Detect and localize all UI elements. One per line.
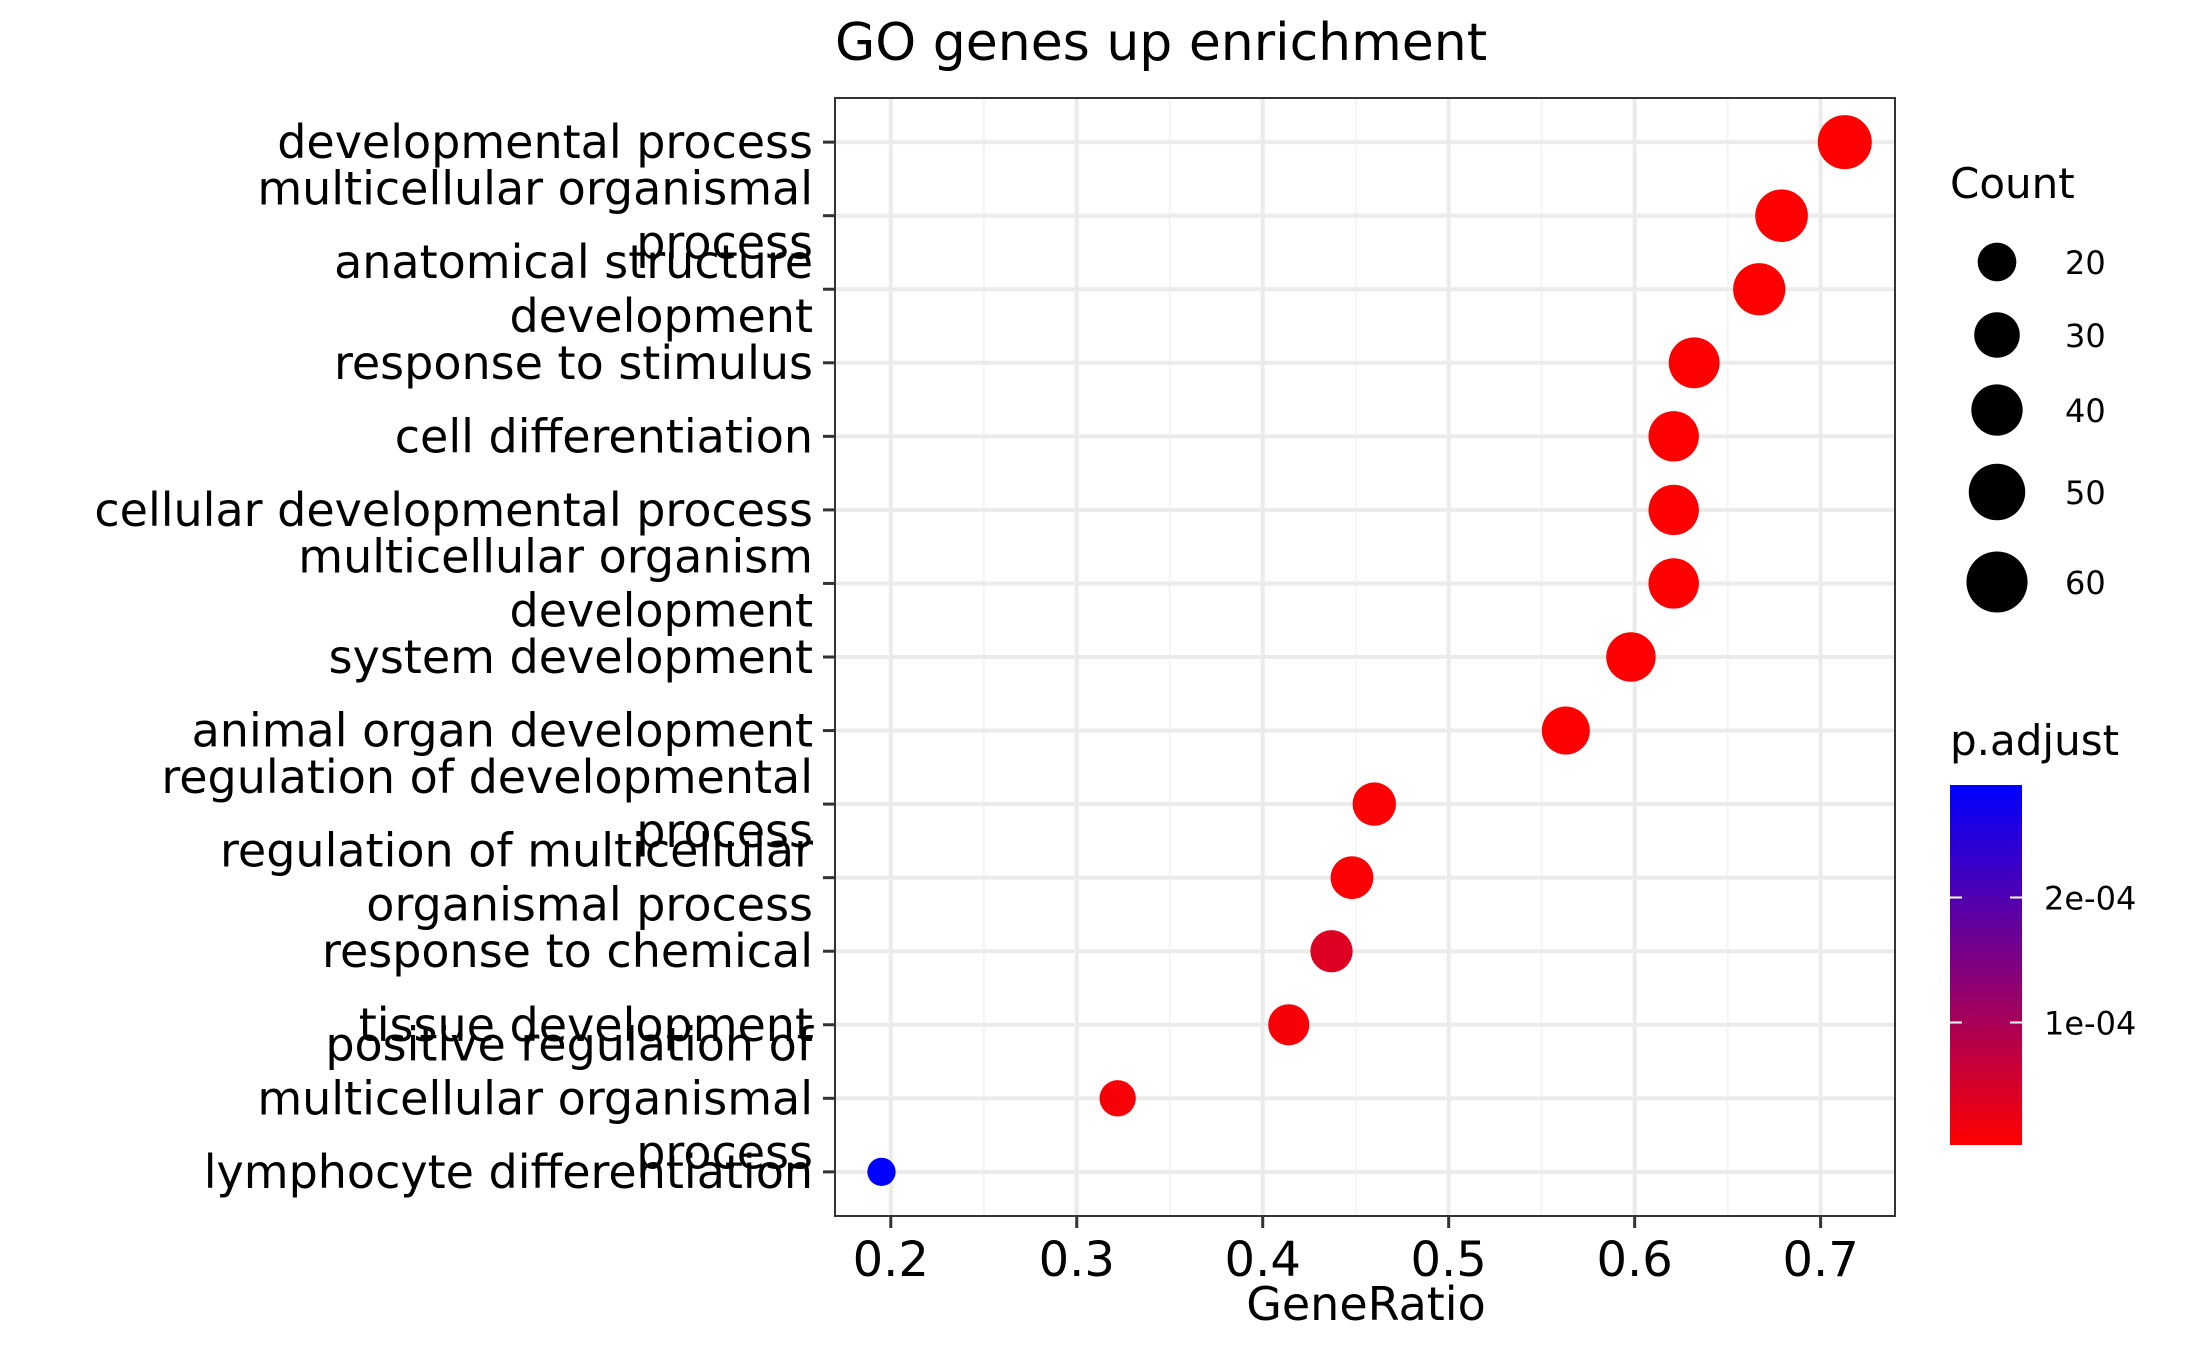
y-tick-label: process [636,804,813,858]
data-point [1648,484,1699,536]
data-point [867,1157,896,1187]
count-legend-key [1977,242,2017,282]
p-adjust-legend: p.adjust 2e-04 1e-04 [1950,716,2136,1145]
data-point [1817,115,1872,170]
y-tick-label: development [510,289,813,343]
count-legend: Count 20 30 40 50 60 [1950,159,2106,613]
data-point [1668,337,1720,389]
y-tick-label: development [510,583,813,637]
y-tick-label: regulation of multicellular [220,824,813,878]
data-point [1268,1004,1310,1046]
data-point [1648,558,1699,609]
x-tick-label: 0.3 [1039,1232,1115,1288]
y-tick-label: process [636,216,813,270]
count-legend-key [1974,312,2020,358]
colorbar-tick-label: 2e-04 [2044,880,2136,918]
count-legend-label: 50 [2065,474,2106,512]
y-tick-label: response to chemical [322,924,813,978]
chart-title: GO genes up enrichment [835,13,1487,73]
count-legend-key [1966,551,2028,613]
x-axis: 0.2 0.3 0.4 0.5 0.6 0.7 [853,1216,1859,1288]
y-tick-label: lymphocyte differentiation [204,1145,813,1199]
y-tick-label: cell differentiation [395,409,813,463]
count-legend-label: 40 [2065,392,2106,430]
count-legend-key [1968,463,2026,521]
x-tick-label: 0.4 [1225,1232,1301,1288]
x-tick-label: 0.7 [1782,1232,1858,1288]
p-adjust-legend-title: p.adjust [1950,716,2119,765]
y-tick-label: multicellular organism [298,529,813,583]
x-tick-label: 0.2 [853,1232,929,1288]
data-point [1733,263,1786,316]
data-point [1310,930,1353,973]
data-point [1648,411,1699,462]
y-tick-label: animal organ development [192,704,813,758]
x-tick-label: 0.5 [1411,1232,1487,1288]
data-point [1755,189,1808,243]
y-tick-label: organismal process [366,878,813,932]
count-legend-label: 20 [2065,244,2106,282]
data-point [1541,706,1590,755]
x-axis-title: GeneRatio [1246,1277,1486,1331]
count-legend-title: Count [1950,159,2075,208]
y-tick-label: cellular developmental process [94,483,813,537]
data-point [1606,632,1656,682]
y-tick-label: system development [329,630,813,684]
data-point [1352,782,1396,826]
y-tick-label: process [636,1125,813,1179]
y-tick-label: response to stimulus [334,336,813,390]
x-tick-label: 0.6 [1596,1232,1672,1288]
data-point [1330,856,1374,900]
y-tick-label: multicellular organismal [257,162,813,216]
y-tick-label: anatomical structure [334,235,813,289]
data-point [1099,1080,1136,1117]
y-tick-label: multicellular organismal [257,1071,813,1125]
plot-panel [834,97,1896,1217]
count-legend-label: 60 [2065,564,2106,602]
colorbar-tick-label: 1e-04 [2044,1005,2136,1043]
count-legend-key [1971,384,2023,436]
y-tick-label: tissue development [359,998,813,1052]
y-tick-label: positive regulation of [325,1017,814,1071]
p-adjust-colorbar [1950,785,2022,1145]
y-tick-label: developmental process [277,115,813,169]
y-tick-label: regulation of developmental [161,750,813,804]
count-legend-label: 30 [2065,317,2106,355]
